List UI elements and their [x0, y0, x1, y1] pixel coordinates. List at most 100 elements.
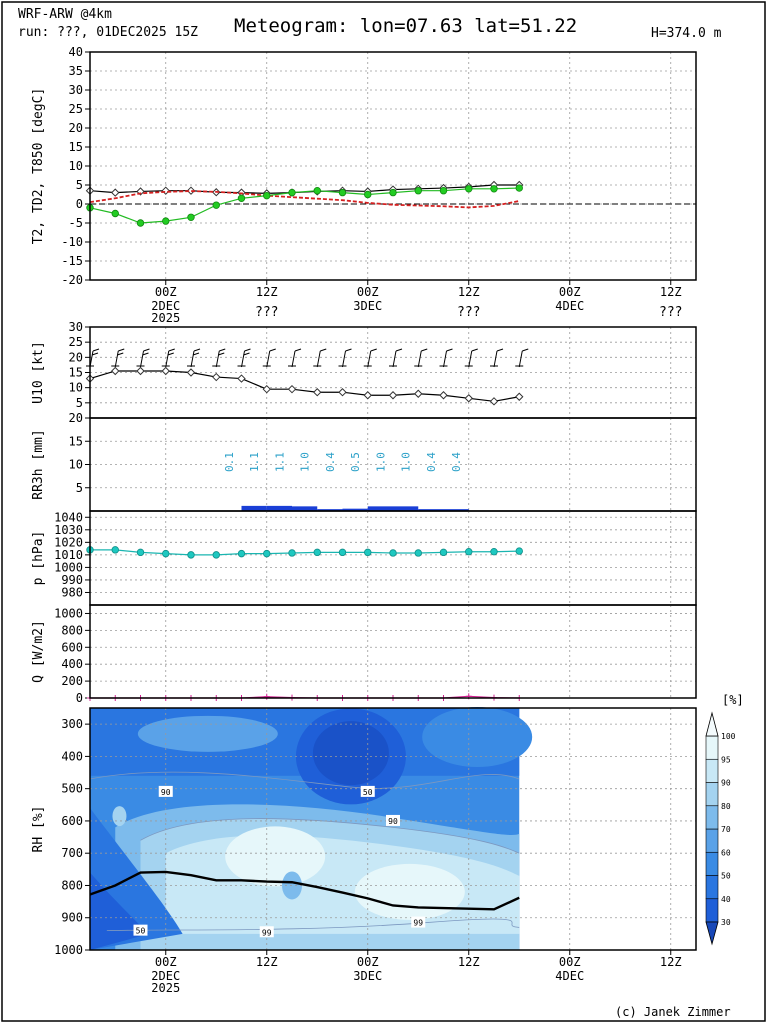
- rh-ytick-label: 600: [61, 814, 83, 828]
- prec-bar-label: 0.4: [324, 452, 337, 472]
- rh-ytick-label: 700: [61, 846, 83, 860]
- prec-bar-label: 0.1: [223, 452, 236, 472]
- rh-xtick-label: 00Z: [155, 955, 177, 969]
- pres-ytick-label: 990: [61, 573, 83, 587]
- wind-u10-point: [262, 384, 271, 394]
- rh-xtick-date: 2DEC: [151, 969, 180, 983]
- wind-barb-staff: [215, 350, 220, 368]
- pres-p-line: [90, 549, 520, 556]
- rh-ytick-label: 900: [61, 911, 83, 925]
- rh-contour-line: [89, 771, 520, 789]
- rh-ytick-label: 800: [61, 878, 83, 892]
- prec-ytick-label: 10: [69, 458, 83, 472]
- colorbar-segment: [705, 805, 719, 830]
- wind-u10-point: [363, 391, 372, 400]
- radiation-panel: 0 200 400 600 800 1000 Q [W/m2]: [31, 604, 697, 705]
- colorbar-top-arrow: [705, 711, 719, 737]
- prec-bar-label: 0.4: [425, 452, 438, 472]
- rad-ylabel: Q [W/m2]: [31, 620, 46, 683]
- rh-xtick-label: 12Z: [458, 955, 480, 969]
- prec-ytick-label: 20: [69, 411, 83, 425]
- rh-xtick-label: 00Z: [559, 955, 581, 969]
- wind-barb-staff: [367, 350, 372, 368]
- wind-barb-staff: [417, 350, 422, 368]
- temp-td2-line: [89, 187, 520, 224]
- wind-u10-point: [515, 392, 524, 401]
- wind-barb-staff: [114, 350, 119, 368]
- rh-ytick-label: 1000: [54, 943, 83, 957]
- rh-xtick-date: 3DEC: [353, 969, 382, 983]
- temp-xtick-extra: ???: [659, 305, 682, 320]
- temp-xtick-label: 12Z: [660, 285, 682, 299]
- wind-barb-staff: [493, 350, 498, 368]
- wind-u10-point: [464, 394, 473, 403]
- station-height: H=374.0 m: [651, 26, 722, 41]
- wind-barb-flag: [192, 352, 200, 356]
- temp-border: [89, 51, 697, 281]
- prec-ytick-label: 15: [69, 434, 83, 448]
- colorbar-segment: [705, 782, 719, 807]
- temp-ylabel: T2, TD2, T850 [degC]: [31, 88, 46, 245]
- prec-bar: [317, 509, 343, 511]
- colorbar-bottom-arrow: [705, 921, 719, 946]
- pres-p-point: [490, 548, 498, 556]
- temp-ytick-label: 30: [69, 83, 83, 97]
- temp-ytick-label: -20: [61, 273, 83, 287]
- prec-bar-label: 1.1: [248, 452, 261, 472]
- temp-ytick-label: -5: [69, 216, 83, 230]
- wind-barb-staff: [392, 350, 397, 368]
- rh-contour-label: 90: [161, 788, 171, 797]
- wind-barb-flag: [193, 348, 201, 352]
- wind-barb-flag: [446, 348, 453, 352]
- temp-ytick-label: 25: [69, 102, 83, 116]
- wind-u10-point: [237, 374, 246, 383]
- prec-bar: [367, 506, 393, 511]
- colorbar-tick-label: 40: [721, 895, 731, 904]
- pres-ytick-label: 1020: [54, 535, 83, 549]
- colorbar-tick-label: 95: [721, 755, 731, 764]
- temp-xtick-date: 2DEC: [151, 299, 180, 313]
- prec-ylabel: RR3h [mm]: [31, 429, 46, 499]
- pres-p-point: [515, 547, 523, 555]
- temp-xtick-label: 00Z: [155, 285, 177, 299]
- wind-u10-point: [111, 366, 120, 376]
- colorbar-tick-label: 30: [721, 918, 731, 927]
- temp-td2-point: [237, 194, 246, 202]
- pres-p-point: [389, 549, 397, 557]
- rh-contour-label: 50: [363, 788, 373, 797]
- pres-p-point: [364, 548, 372, 557]
- colorbar-segment: [705, 851, 719, 876]
- wind-barb-staff: [342, 350, 346, 368]
- rh-xtick-label: 12Z: [256, 955, 278, 969]
- wind-barb-flag: [496, 348, 504, 352]
- wind-ytick-label: 10: [69, 381, 83, 395]
- rad-ytick-label: 1000: [54, 606, 83, 620]
- pres-p-point: [414, 549, 422, 557]
- wind-barb-flag: [471, 348, 478, 352]
- temp-td2-point: [263, 191, 271, 200]
- pres-p-point: [288, 549, 296, 557]
- pres-p-point: [136, 548, 145, 557]
- rh-ytick-label: 500: [61, 782, 83, 796]
- rh-contour-label-bg: [411, 916, 426, 928]
- wind-u10-point: [136, 366, 145, 376]
- pres-ylabel: p [hPa]: [31, 531, 46, 586]
- colorbar-segment: [705, 875, 719, 900]
- temp-td2-point: [414, 186, 422, 195]
- rad-ytick-label: 200: [61, 674, 83, 688]
- wind-barb-staff: [291, 350, 296, 368]
- temp-ytick-label: 35: [69, 64, 83, 78]
- temp-ytick-label: 20: [69, 121, 83, 135]
- pres-p-point: [338, 548, 347, 557]
- colorbar-tick-label: 70: [721, 825, 731, 834]
- wind-barb-flag: [370, 348, 377, 352]
- temp-xtick-date: 4DEC: [555, 299, 584, 313]
- rh-ytick-label: 300: [61, 717, 83, 731]
- wind-u10-point: [439, 391, 448, 400]
- prec-bar: [266, 505, 292, 511]
- wind-u10-point: [388, 391, 398, 400]
- pres-ytick-label: 980: [61, 585, 83, 599]
- rh-fill-moist-95: [225, 826, 326, 887]
